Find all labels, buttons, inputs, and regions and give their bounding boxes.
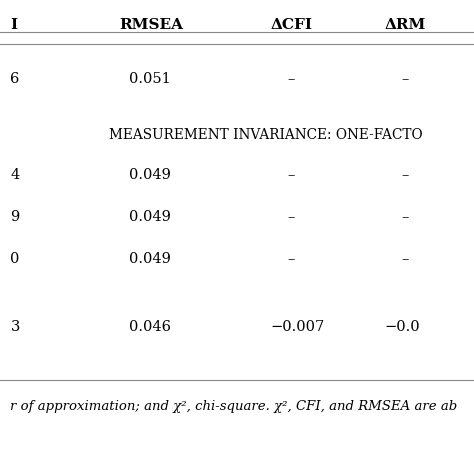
Text: –: – [287,210,295,224]
Text: –: – [287,168,295,182]
Text: MEASUREMENT INVARIANCE: ONE-FACTO: MEASUREMENT INVARIANCE: ONE-FACTO [109,128,423,142]
Text: 0.049: 0.049 [129,252,171,266]
Text: 0.051: 0.051 [129,72,171,86]
Text: r of approximation; and χ², chi-square. χ², CFI, and RMSEA are ab: r of approximation; and χ², chi-square. … [10,400,458,413]
Text: I: I [10,18,18,32]
Text: 0.046: 0.046 [129,320,171,334]
Text: ΔRM: ΔRM [384,18,426,32]
Text: −0.0: −0.0 [384,320,420,334]
Text: 0.049: 0.049 [129,210,171,224]
Text: 0: 0 [10,252,20,266]
Text: 9: 9 [10,210,20,224]
Text: –: – [401,72,409,86]
Text: 0.049: 0.049 [129,168,171,182]
Text: 4: 4 [10,168,20,182]
Text: –: – [287,252,295,266]
Text: ΔCFI: ΔCFI [271,18,312,32]
Text: 3: 3 [10,320,20,334]
Text: RMSEA: RMSEA [119,18,183,32]
Text: –: – [287,72,295,86]
Text: –: – [401,210,409,224]
Text: −0.007: −0.007 [271,320,325,334]
Text: –: – [401,168,409,182]
Text: 6: 6 [10,72,20,86]
Text: –: – [401,252,409,266]
